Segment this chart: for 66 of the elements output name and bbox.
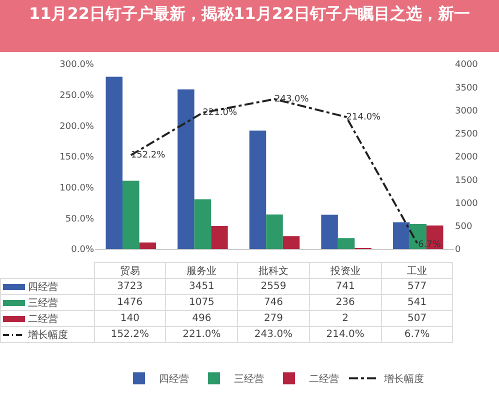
bar — [249, 130, 266, 249]
bar — [392, 222, 410, 249]
x-tick-label: 批科文 — [238, 262, 310, 278]
bar — [282, 236, 300, 249]
data-label: 6.7% — [381, 326, 453, 342]
data-label: 3723 — [94, 278, 166, 294]
y2-tick-label: 2000 — [455, 152, 478, 163]
y-tick-label: 250.0% — [60, 90, 94, 101]
legend-label: 增长幅度 — [0, 326, 94, 342]
text: 四经营 — [159, 374, 189, 386]
bar — [266, 214, 283, 249]
y-tick-label: 200.0% — [60, 122, 94, 132]
bar — [211, 226, 228, 249]
data-label: 279 — [238, 310, 310, 326]
y2-tick-label: 1500 — [455, 176, 478, 186]
data-label: 746 — [238, 294, 310, 310]
data-label: 2559 — [238, 278, 310, 294]
legend-label: 三经营 — [0, 294, 94, 310]
y2-tick-label: 0 — [455, 245, 461, 256]
data-label: 3451 — [166, 278, 238, 294]
data-label: 221.0% — [166, 326, 238, 342]
text: 三经营 — [234, 374, 264, 386]
y-tick-label: 50.0% — [65, 214, 94, 224]
text: 221.0% — [202, 108, 238, 118]
y2-tick-label: 3000 — [455, 106, 478, 116]
text: 增长幅度 — [384, 374, 424, 386]
data-label: 496 — [166, 310, 238, 326]
data-label: 1476 — [94, 294, 166, 310]
text: 214.0% — [346, 112, 381, 122]
text: 152.2% — [130, 150, 166, 160]
data-label: 243.0% — [238, 326, 310, 342]
bar — [321, 214, 338, 249]
y2-tick-label: 4000 — [455, 60, 478, 70]
y-tick-label: 100.0% — [60, 183, 94, 194]
data-label: 140 — [94, 310, 166, 326]
bar — [106, 76, 123, 249]
y-tick-label: 150.0% — [60, 152, 94, 163]
data-label: 741 — [309, 278, 382, 294]
data-label: 236 — [309, 294, 382, 310]
bar — [139, 242, 156, 249]
bar — [122, 180, 140, 249]
data-label: 577 — [381, 278, 453, 294]
x-tick-label: 投资业 — [309, 262, 382, 278]
chart-title: 11月22日钉子户最新，揭秘11月22日钉子户瞩目之选，新一 — [0, 0, 499, 52]
data-label: 507 — [381, 310, 453, 326]
data-label: 1075 — [166, 294, 238, 310]
x-tick-label: 贸易 — [94, 262, 166, 278]
y2-tick-label: 1000 — [455, 198, 478, 209]
x-tick-label: 服务业 — [166, 262, 238, 278]
y2-tick-label: 500 — [455, 222, 472, 232]
data-label: 2 — [309, 310, 382, 326]
legend-label: 二经营 — [0, 310, 94, 326]
bar — [178, 89, 194, 249]
data-label: 214.0% — [309, 326, 382, 342]
legend-label: 四经营 — [0, 278, 94, 294]
data-label: 152.2% — [94, 326, 166, 342]
y2-tick-label: 2500 — [455, 130, 478, 140]
y-tick-label: 300.0% — [60, 60, 94, 70]
y2-tick-label: 3500 — [455, 83, 478, 94]
text: 二经营 — [309, 374, 339, 386]
text: 243.0% — [274, 94, 309, 104]
x-tick-label: 工业 — [381, 262, 453, 278]
bar — [338, 238, 355, 249]
bar — [194, 199, 212, 249]
y-tick-label: 0.0% — [71, 245, 94, 256]
data-label: 541 — [381, 294, 453, 310]
